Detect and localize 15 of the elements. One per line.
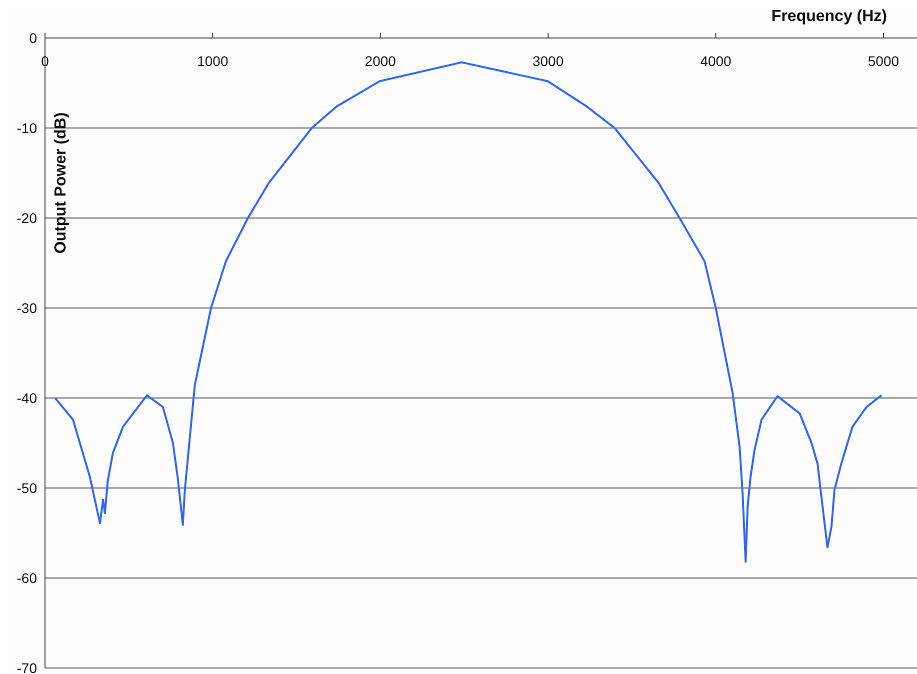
x-axis-title: Frequency (Hz): [771, 8, 887, 25]
y-tick-label: 0: [29, 30, 38, 46]
x-tick-label: 2000: [364, 53, 396, 69]
y-tick-label: -20: [16, 210, 38, 226]
x-tick-label: 4000: [700, 53, 732, 69]
x-tick-label: 3000: [532, 53, 564, 69]
y-tick-label: -40: [16, 390, 38, 406]
y-tick-label: -50: [16, 480, 38, 496]
y-tick-label: -70: [16, 660, 38, 674]
y-tick-label: -30: [16, 300, 38, 316]
y-axis-title: Output Power (dB): [52, 112, 70, 254]
x-tick-label: 5000: [868, 53, 900, 69]
y-tick-label: -60: [16, 570, 38, 586]
y-tick-label: -10: [16, 120, 38, 136]
x-tick-label: 1000: [197, 53, 228, 69]
